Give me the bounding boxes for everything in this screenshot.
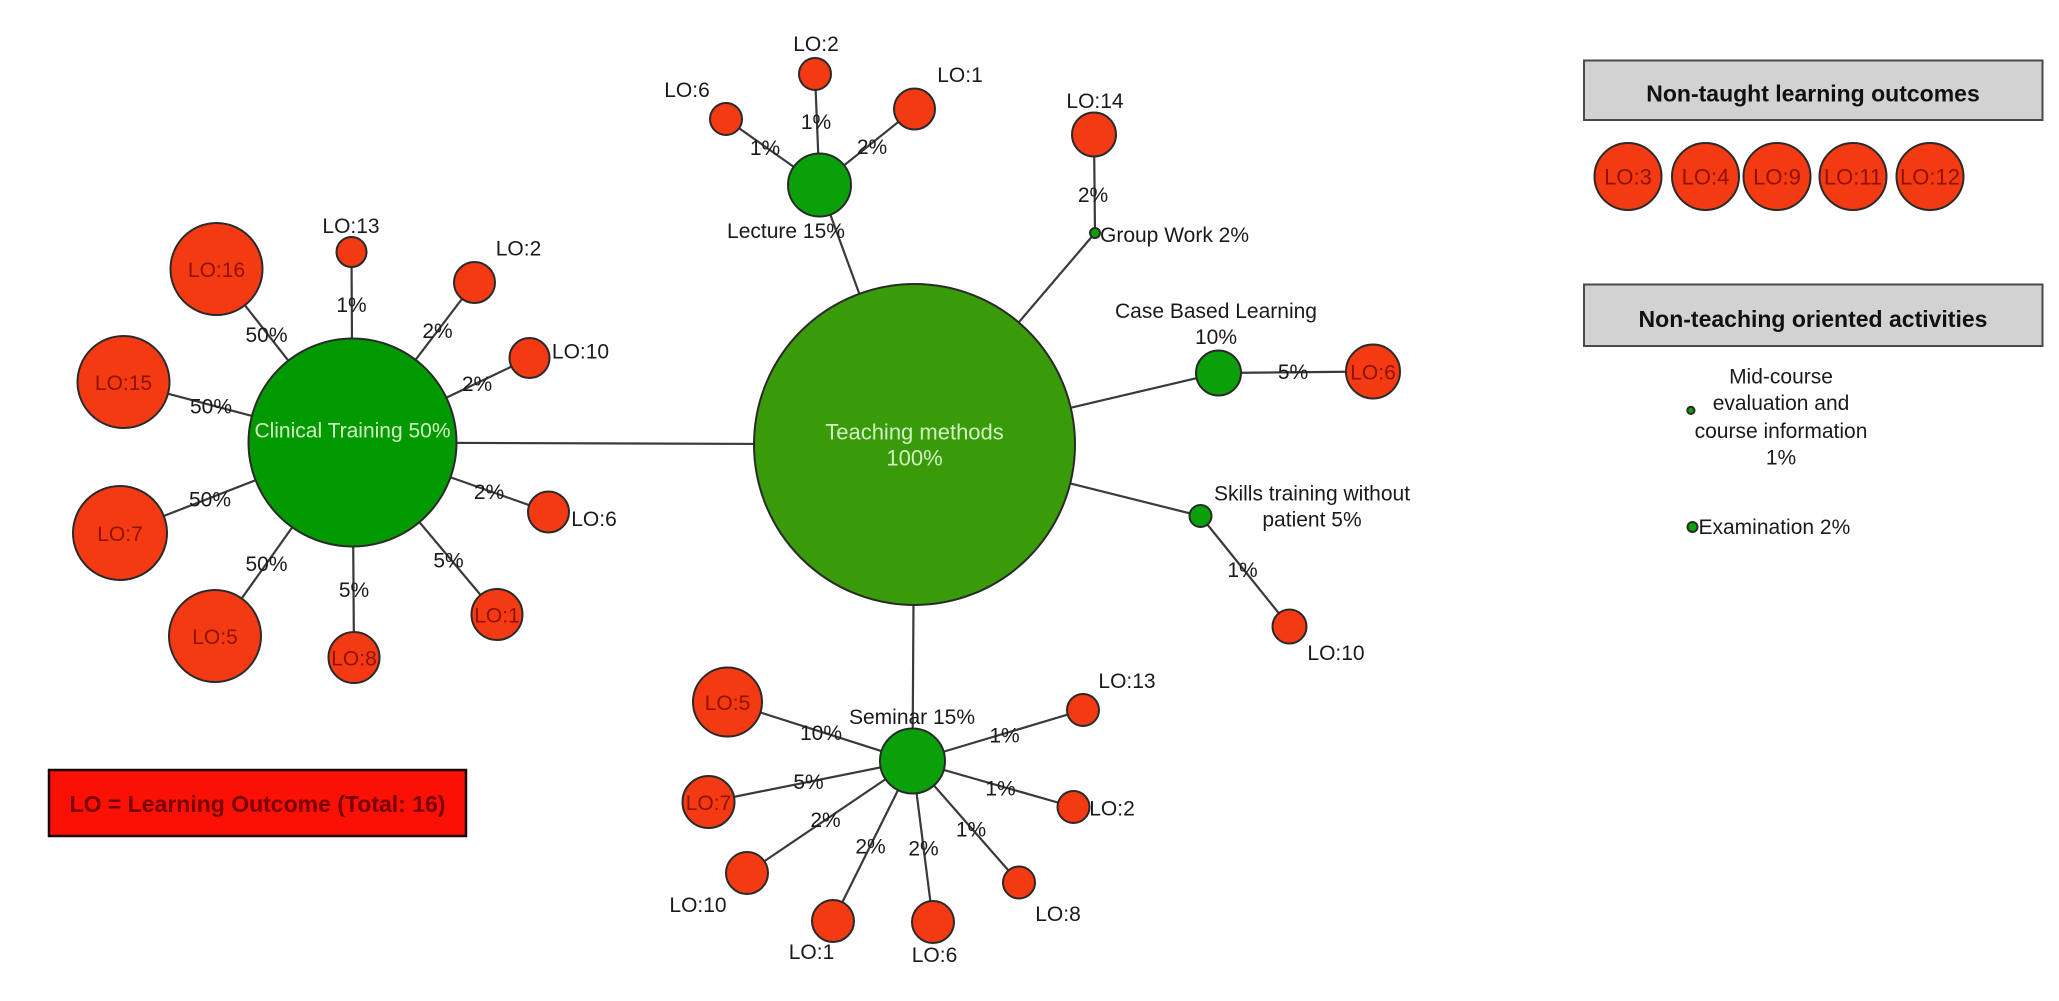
svg-text:LO:6: LO:6 [1350,362,1396,385]
svg-text:50%: 50% [245,324,287,347]
svg-text:1%: 1% [801,111,831,134]
svg-text:Seminar 15%: Seminar 15% [849,706,975,729]
svg-text:2%: 2% [474,481,504,504]
svg-text:1%: 1% [989,725,1019,748]
svg-text:LO:13: LO:13 [1098,670,1155,693]
svg-text:LO:12: LO:12 [1900,165,1960,190]
svg-text:Clinical Training 50%: Clinical Training 50% [254,420,450,443]
svg-text:LO:8: LO:8 [1035,903,1081,926]
svg-text:LO:14: LO:14 [1066,90,1124,113]
svg-text:5%: 5% [339,579,369,602]
svg-text:2%: 2% [462,373,492,396]
svg-text:LO:3: LO:3 [1604,165,1652,190]
svg-text:50%: 50% [190,396,232,419]
svg-text:LO:2: LO:2 [1089,798,1135,821]
svg-text:LO:13: LO:13 [322,215,379,238]
svg-text:LO:10: LO:10 [1307,642,1364,665]
svg-text:2%: 2% [908,838,938,861]
svg-text:evaluation and: evaluation and [1713,392,1850,415]
svg-text:Skills training without: Skills training without [1214,483,1410,506]
svg-text:LO:6: LO:6 [912,944,958,967]
svg-text:LO:9: LO:9 [1753,165,1801,190]
svg-text:LO:5: LO:5 [705,692,751,715]
svg-text:10%: 10% [1195,326,1237,349]
svg-text:50%: 50% [189,489,231,512]
svg-text:LO:10: LO:10 [552,341,609,364]
svg-text:LO:15: LO:15 [95,372,152,395]
svg-text:LO:11: LO:11 [1824,165,1882,190]
svg-text:Case Based Learning: Case Based Learning [1115,300,1317,323]
svg-text:course information: course information [1695,420,1868,443]
svg-text:1%: 1% [336,294,366,317]
svg-text:10%: 10% [800,722,842,745]
svg-text:LO:16: LO:16 [188,259,245,282]
svg-text:LO:5: LO:5 [192,626,238,649]
svg-text:Non-teaching oriented activiti: Non-teaching oriented activities [1639,306,1988,332]
svg-text:Lecture 15%: Lecture 15% [727,220,845,243]
svg-text:1%: 1% [750,137,780,160]
svg-text:50%: 50% [245,553,287,576]
svg-text:Group Work 2%: Group Work 2% [1100,224,1249,247]
svg-text:2%: 2% [810,809,840,832]
svg-text:2%: 2% [1078,184,1108,207]
svg-text:patient 5%: patient 5% [1262,509,1361,532]
svg-text:2%: 2% [422,320,452,343]
svg-text:LO:2: LO:2 [496,238,542,261]
svg-text:LO:4: LO:4 [1682,165,1730,190]
svg-text:LO:7: LO:7 [97,523,143,546]
svg-text:5%: 5% [1278,361,1308,384]
svg-text:LO:8: LO:8 [331,648,377,671]
svg-text:2%: 2% [857,136,887,159]
svg-text:LO:6: LO:6 [664,79,710,102]
svg-text:Examination 2%: Examination 2% [1699,516,1851,539]
svg-text:1%: 1% [985,778,1015,801]
svg-text:LO:10: LO:10 [669,894,726,917]
svg-text:Non-taught learning outcomes: Non-taught learning outcomes [1646,81,1980,107]
svg-text:LO:1: LO:1 [937,64,983,87]
svg-text:100%: 100% [886,446,942,471]
svg-text:5%: 5% [433,550,463,573]
svg-text:LO:2: LO:2 [793,33,839,56]
svg-text:LO:1: LO:1 [474,605,520,628]
svg-text:5%: 5% [793,771,823,794]
svg-text:LO:1: LO:1 [789,941,835,964]
svg-text:LO = Learning Outcome (Total:: LO = Learning Outcome (Total: 16) [70,791,446,817]
svg-text:1%: 1% [956,819,986,842]
svg-text:2%: 2% [855,836,885,859]
svg-text:1%: 1% [1766,446,1796,469]
svg-text:LO:7: LO:7 [686,792,732,815]
svg-text:LO:6: LO:6 [571,508,617,531]
svg-text:Mid-course: Mid-course [1729,366,1833,389]
svg-text:Teaching methods: Teaching methods [825,420,1004,445]
svg-text:1%: 1% [1227,559,1257,582]
